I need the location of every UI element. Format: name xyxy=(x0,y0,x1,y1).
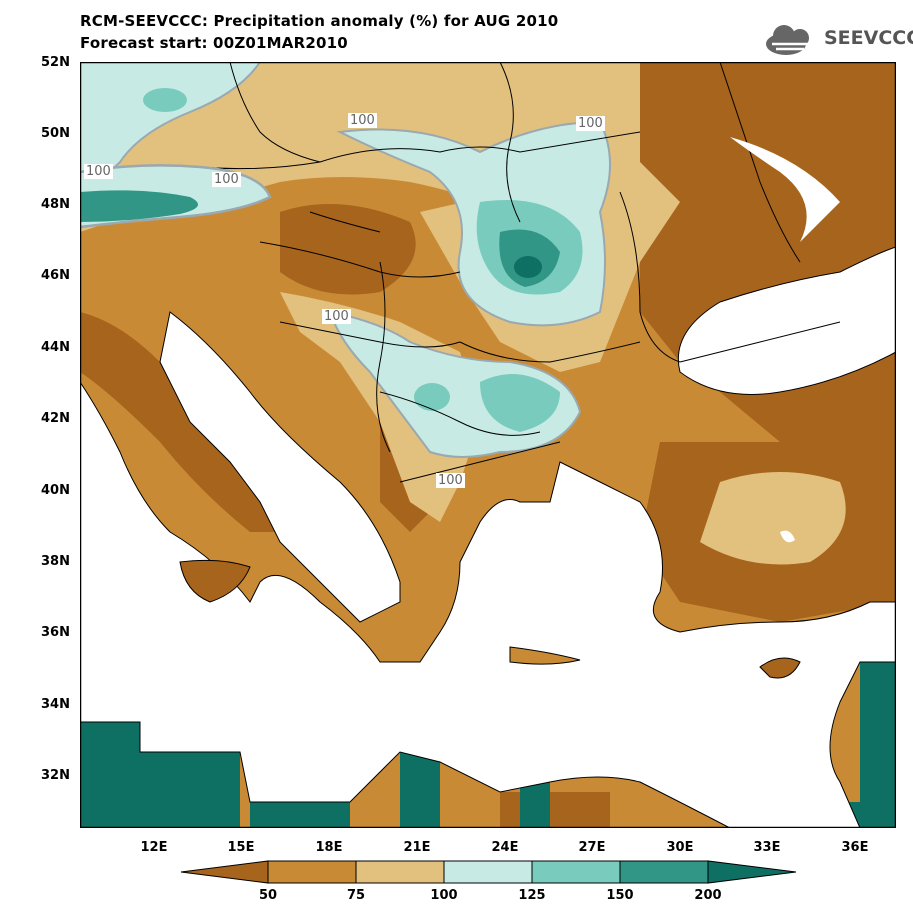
max-anomaly-cell xyxy=(514,256,542,278)
lat-label: 40N xyxy=(41,483,70,498)
contour-label: 100 xyxy=(436,473,465,488)
lon-label: 15E xyxy=(227,840,255,855)
colorbar-tick: 125 xyxy=(518,888,546,903)
lat-label: 36N xyxy=(41,625,70,640)
lat-label: 44N xyxy=(41,340,70,355)
lat-label: 34N xyxy=(41,697,70,712)
colorbar-tick: 50 xyxy=(258,888,278,903)
lat-label: 38N xyxy=(41,554,70,569)
lon-label: 33E xyxy=(753,840,781,855)
lon-label: 36E xyxy=(841,840,869,855)
lon-label: 24E xyxy=(491,840,519,855)
lon-label: 30E xyxy=(666,840,694,855)
lon-label: 12E xyxy=(140,840,168,855)
forecast-start-label: Forecast start: 00Z01MAR2010 xyxy=(80,34,348,52)
contour-label: 100 xyxy=(212,172,241,187)
lat-label: 52N xyxy=(41,55,70,70)
map-title: RCM-SEEVCCC: Precipitation anomaly (%) f… xyxy=(80,12,559,30)
contour-100 xyxy=(80,164,272,229)
cloud-icon xyxy=(766,25,809,55)
colorbar-tick: 200 xyxy=(694,888,722,903)
lat-label: 42N xyxy=(41,411,70,426)
lon-label: 27E xyxy=(578,840,606,855)
precipitation-anomaly-map xyxy=(80,62,896,828)
lon-label: 21E xyxy=(403,840,431,855)
colorbar-tick: 75 xyxy=(346,888,366,903)
sea-areas xyxy=(80,246,896,828)
contour-label: 100 xyxy=(84,164,113,179)
contour-label: 100 xyxy=(348,113,377,128)
lon-label: 18E xyxy=(315,840,343,855)
lat-label: 48N xyxy=(41,197,70,212)
lat-label: 32N xyxy=(41,768,70,783)
contour-label: 100 xyxy=(322,309,351,324)
colorbar-tick: 150 xyxy=(606,888,634,903)
contour-label: 100 xyxy=(576,116,605,131)
colorbar-tick: 100 xyxy=(430,888,458,903)
lat-label: 46N xyxy=(41,268,70,283)
seevccc-logo: SEEVCCC xyxy=(824,27,913,49)
lat-label: 50N xyxy=(41,126,70,141)
